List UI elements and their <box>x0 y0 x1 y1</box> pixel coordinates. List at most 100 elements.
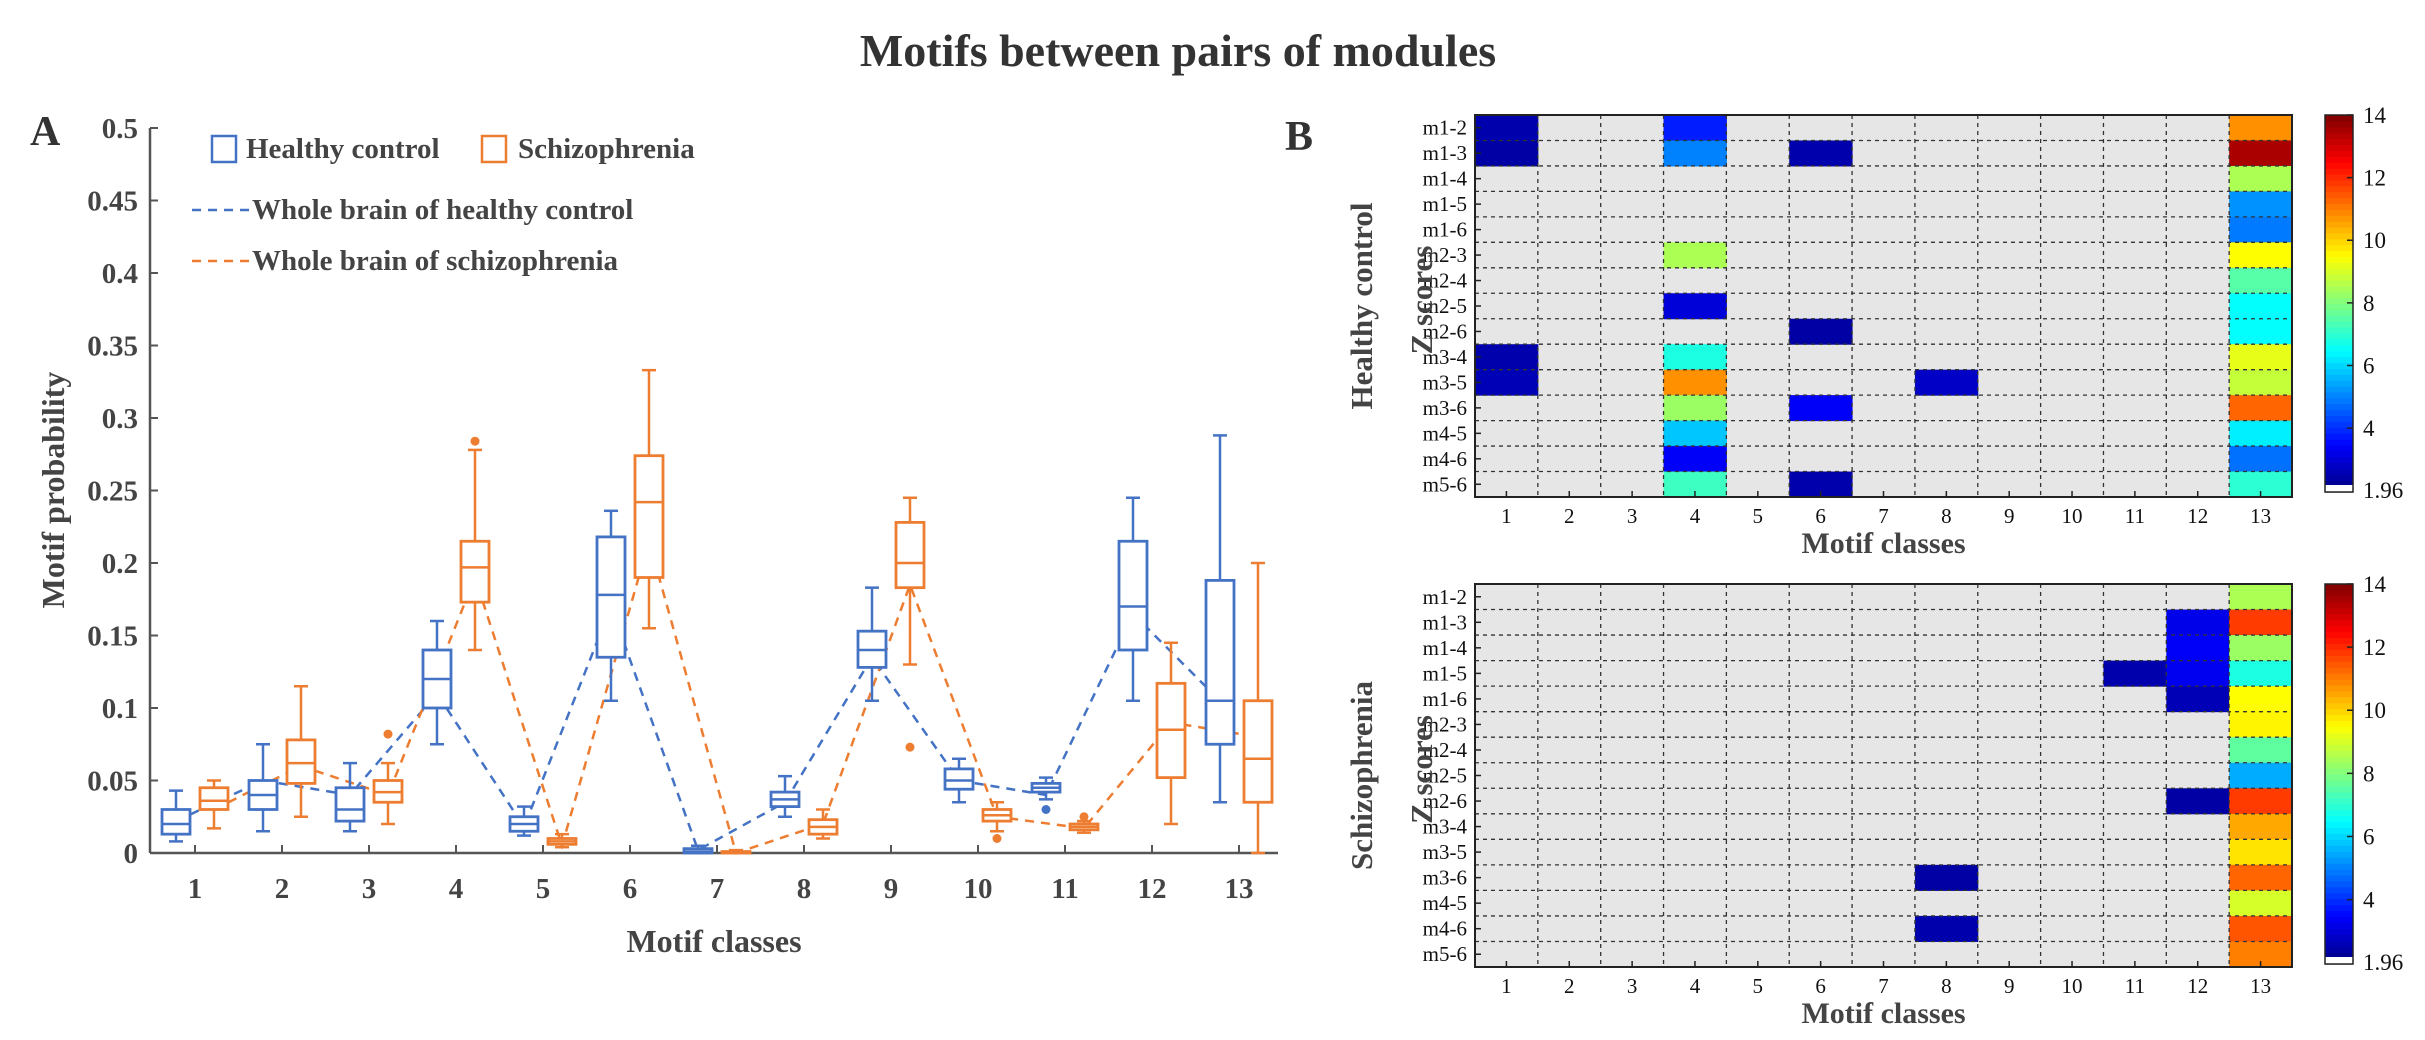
box-schizo-3 <box>372 729 404 826</box>
heatmap-col-label: 11 <box>2125 504 2145 528</box>
legend-label-healthy: Healthy control <box>246 133 440 165</box>
colorbar-segment <box>2325 173 2353 181</box>
colorbar-segment <box>2325 256 2353 263</box>
heatmap-cell <box>1663 420 1727 447</box>
heatmap-cell <box>2229 344 2293 371</box>
box-schizo-4 <box>459 436 491 652</box>
colorbar-segment <box>2325 380 2353 387</box>
colorbar-segment <box>2325 344 2353 352</box>
x-tick-label: 2 <box>275 873 290 905</box>
outlier-point <box>1079 812 1089 822</box>
box-schizo-5 <box>546 832 578 849</box>
heatmap-row-label: m2-5 <box>1423 294 1467 318</box>
colorbar-segment <box>2325 928 2353 935</box>
heatmap-col-label: 13 <box>2250 974 2271 998</box>
heatmap-row-label: m1-3 <box>1423 610 1467 634</box>
colorbar-min-label: 1.96 <box>2363 478 2403 503</box>
heatmap-row-label: m1-2 <box>1423 585 1467 609</box>
colorbar-segment <box>2325 720 2353 728</box>
y-tick-label: 0.3 <box>102 403 138 435</box>
heatmap-cell <box>1789 395 1853 422</box>
box-schizo-1 <box>198 779 230 830</box>
panel-b: B m1-2m1-3m1-4m1-5m1-6m2-3m2-4m2-5m2-6m3… <box>1285 103 2403 1030</box>
legend-swatch-healthy <box>210 134 238 164</box>
heatmap-cell <box>1914 864 1979 891</box>
y-tick-label: 0.25 <box>87 476 138 508</box>
heatmap-row-label: m2-4 <box>1423 269 1468 293</box>
heatmap-row-label: m1-6 <box>1423 218 1467 242</box>
heatmap-row-label: m4-6 <box>1423 917 1467 941</box>
heatmap-background <box>1475 115 2292 497</box>
heatmap-row-label: m1-2 <box>1423 116 1467 140</box>
heatmap-cell <box>2229 890 2293 917</box>
colorbar-segment <box>2325 168 2353 175</box>
heatmap-row-label: m5-6 <box>1423 472 1467 496</box>
heatmap-row-label: m2-6 <box>1423 789 1467 813</box>
heatmap-cell <box>2229 584 2293 611</box>
colorbar-segment <box>2325 898 2353 906</box>
colorbar-segment <box>2325 321 2353 328</box>
heatmap-cell <box>2166 635 2230 662</box>
heatmap-cell <box>1663 140 1727 167</box>
colorbar-min-segment <box>2325 957 2353 964</box>
legend-label-whole-healthy: Whole brain of healthy control <box>252 194 633 226</box>
heatmap-row-label: m5-6 <box>1423 942 1467 966</box>
box-schizo-6 <box>633 368 665 630</box>
colorbar-segment <box>2325 684 2353 692</box>
colorbar-tick-label: 12 <box>2363 635 2386 660</box>
y-tick-label: 0.5 <box>102 113 138 145</box>
colorbar-tick-label: 10 <box>2363 228 2386 253</box>
colorbar-segment <box>2325 150 2353 157</box>
heatmap-cell <box>2229 318 2293 345</box>
colorbar-min-label: 1.96 <box>2363 950 2403 975</box>
colorbar-segment <box>2325 809 2353 817</box>
colorbar-segment <box>2325 595 2353 603</box>
colorbar-segment <box>2325 756 2353 763</box>
panel-a: A 0 0.05 0.1 0.15 0.2 0.25 0.3 0.35 0.4 0.45 0.5 1… <box>30 109 1278 959</box>
heatmap-row-label: m1-4 <box>1423 167 1468 191</box>
heatmap-cell <box>1475 115 1539 141</box>
colorbar-segment <box>2325 696 2353 704</box>
colorbar-segment <box>2325 655 2353 662</box>
whole-brain-line-schizo <box>213 536 1259 855</box>
colorbar-segment <box>2325 750 2353 757</box>
colorbar-segment <box>2325 679 2353 686</box>
y-tick-label: 0.05 <box>87 766 138 798</box>
colorbar-segment <box>2325 803 2353 811</box>
heatmap-col-label: 9 <box>2004 974 2015 998</box>
heatmap-col-label: 4 <box>1690 504 1701 528</box>
colorbar-tick-label: 14 <box>2363 572 2387 597</box>
colorbar-segment <box>2325 922 2353 929</box>
colorbar-segment <box>2325 132 2353 140</box>
colorbar-segment <box>2325 244 2353 252</box>
colorbar-tick-label: 10 <box>2363 698 2386 723</box>
heatmap-row-label: m3-4 <box>1423 815 1468 839</box>
colorbar-segment <box>2325 238 2353 246</box>
colorbar-segment <box>2325 268 2353 275</box>
box-iqr <box>595 535 627 659</box>
colorbar-segment <box>2325 886 2353 894</box>
heatmap-row-label: m1-4 <box>1423 636 1468 660</box>
colorbar-segment <box>2325 327 2353 334</box>
box-healthy-4 <box>421 619 453 746</box>
heatmap-cell <box>2229 293 2293 320</box>
heatmap-row-label: m1-5 <box>1423 192 1467 216</box>
whole-brain-line-healthy <box>175 602 1221 852</box>
colorbar-segment <box>2325 910 2353 918</box>
heatmap-background <box>1475 584 2292 967</box>
panel-a-letter: A <box>30 109 61 155</box>
colorbar-segment <box>2325 845 2353 852</box>
x-tick-label: 3 <box>362 873 377 905</box>
box-healthy-10 <box>943 757 975 804</box>
colorbar-segment <box>2325 274 2353 281</box>
colorbar-segment <box>2325 857 2353 864</box>
heatmap-row-label: m2-3 <box>1423 243 1467 267</box>
panel-a-y-ticks: 0 0.05 0.1 0.15 0.2 0.25 0.3 0.35 0.4 0.45 0.5 <box>87 113 158 870</box>
panel-a-y-label: Motif probability <box>35 372 71 609</box>
colorbar-segment <box>2325 362 2353 369</box>
heatmap-col-label: 7 <box>1878 504 1889 528</box>
heatmap-cell <box>2229 395 2293 422</box>
colorbar-segment <box>2325 385 2353 393</box>
colorbar-segment <box>2325 673 2353 680</box>
